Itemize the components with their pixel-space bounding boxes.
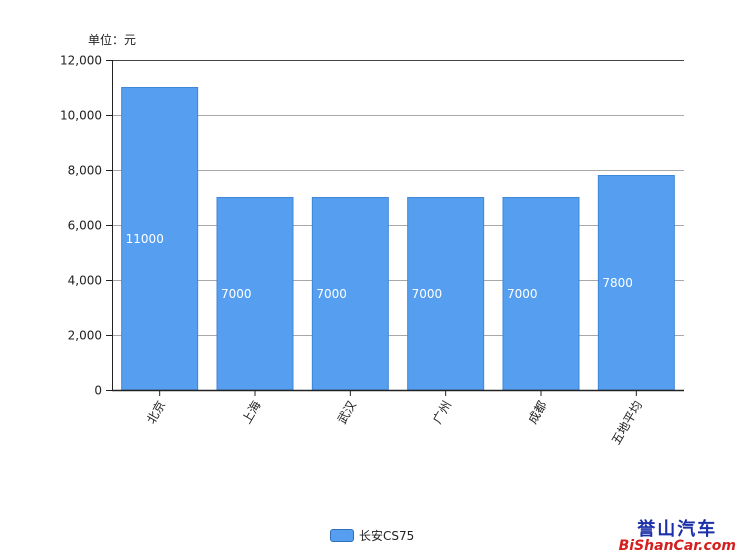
y-tick-label: 4,000 xyxy=(68,274,102,288)
legend-label: 长安CS75 xyxy=(359,529,415,543)
bar-data-label: 7000 xyxy=(316,287,347,301)
x-tick-label: 北京 xyxy=(144,399,168,427)
bar[interactable] xyxy=(216,197,294,391)
bar[interactable] xyxy=(502,197,580,391)
x-tick-label: 武汉 xyxy=(335,399,359,427)
y-tick-label: 2,000 xyxy=(68,329,102,343)
bar-data-label: 7800 xyxy=(602,276,633,290)
bars: 11000 7000 7000 7000 7000 7800 xyxy=(121,87,675,391)
grid-lines xyxy=(112,60,684,336)
bar-data-label: 7000 xyxy=(221,287,252,301)
watermark-title: 誉山汽车 xyxy=(637,519,718,540)
watermark-url: BiShanCar.com xyxy=(618,538,736,554)
y-tick-label: 0 xyxy=(94,384,102,398)
legend[interactable]: 长安CS75 xyxy=(330,527,414,544)
bar-data-label: 11000 xyxy=(126,232,164,246)
unit-label: 单位：元 xyxy=(88,33,137,47)
bar[interactable] xyxy=(407,197,485,391)
legend-swatch xyxy=(330,529,354,542)
bar[interactable] xyxy=(311,197,389,391)
x-tick-label: 广州 xyxy=(430,399,454,427)
y-axis: 0 2,000 4,000 6,000 8,000 10,000 12,000 xyxy=(60,54,113,398)
x-tick-label: 上海 xyxy=(239,398,264,426)
bar-data-label: 7000 xyxy=(412,287,443,301)
x-tick-label: 五地平均 xyxy=(609,399,645,448)
y-tick-label: 8,000 xyxy=(68,164,102,178)
y-tick-label: 12,000 xyxy=(60,54,102,68)
bar-data-label: 7000 xyxy=(507,287,538,301)
y-tick-label: 6,000 xyxy=(68,219,102,233)
bar[interactable] xyxy=(121,87,199,391)
watermark-logo: 誉山汽车 BiShanCar.com xyxy=(618,519,736,554)
x-tick-label: 成都 xyxy=(525,399,549,427)
bar[interactable] xyxy=(597,175,675,391)
x-axis: 北京 上海 武汉 广州 成都 五地平均 xyxy=(112,389,684,448)
y-tick-label: 10,000 xyxy=(60,109,102,123)
